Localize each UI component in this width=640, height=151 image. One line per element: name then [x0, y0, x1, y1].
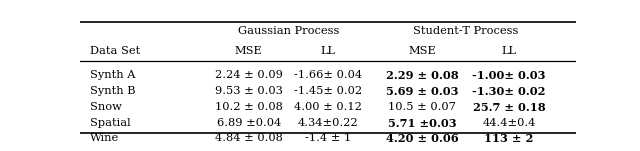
Text: 9.53 ± 0.03: 9.53 ± 0.03 [214, 86, 283, 96]
Text: Synth A: Synth A [90, 70, 136, 80]
Text: 5.71 ±0.03: 5.71 ±0.03 [388, 117, 456, 129]
Text: Spatial: Spatial [90, 117, 131, 128]
Text: 25.7 ± 0.18: 25.7 ± 0.18 [473, 102, 545, 113]
Text: LL: LL [321, 46, 335, 56]
Text: 4.20 ± 0.06: 4.20 ± 0.06 [386, 133, 458, 144]
Text: Gaussian Process: Gaussian Process [237, 26, 339, 36]
Text: -1.4 ± 1: -1.4 ± 1 [305, 133, 351, 143]
Text: -1.45± 0.02: -1.45± 0.02 [294, 86, 362, 96]
Text: 2.24 ± 0.09: 2.24 ± 0.09 [214, 70, 283, 80]
Text: Wine: Wine [90, 133, 119, 143]
Text: Data Set: Data Set [90, 46, 140, 56]
Text: -1.66± 0.04: -1.66± 0.04 [294, 70, 362, 80]
Text: -1.30± 0.02: -1.30± 0.02 [472, 86, 546, 97]
Text: 2.29 ± 0.08: 2.29 ± 0.08 [386, 70, 458, 81]
Text: 113 ± 2: 113 ± 2 [484, 133, 534, 144]
Text: Snow: Snow [90, 102, 122, 112]
Text: MSE: MSE [408, 46, 436, 56]
Text: 4.84 ± 0.08: 4.84 ± 0.08 [214, 133, 283, 143]
Text: MSE: MSE [235, 46, 262, 56]
Text: 10.2 ± 0.08: 10.2 ± 0.08 [214, 102, 283, 112]
Text: 4.00 ± 0.12: 4.00 ± 0.12 [294, 102, 362, 112]
Text: 10.5 ± 0.07: 10.5 ± 0.07 [388, 102, 456, 112]
Text: Student-T Process: Student-T Process [413, 26, 518, 36]
Text: 5.69 ± 0.03: 5.69 ± 0.03 [386, 86, 458, 97]
Text: 6.89 ±0.04: 6.89 ±0.04 [216, 117, 281, 128]
Text: 44.4±0.4: 44.4±0.4 [483, 117, 536, 128]
Text: -1.00± 0.03: -1.00± 0.03 [472, 70, 546, 81]
Text: LL: LL [502, 46, 516, 56]
Text: 4.34±0.22: 4.34±0.22 [298, 117, 358, 128]
Text: Synth B: Synth B [90, 86, 136, 96]
